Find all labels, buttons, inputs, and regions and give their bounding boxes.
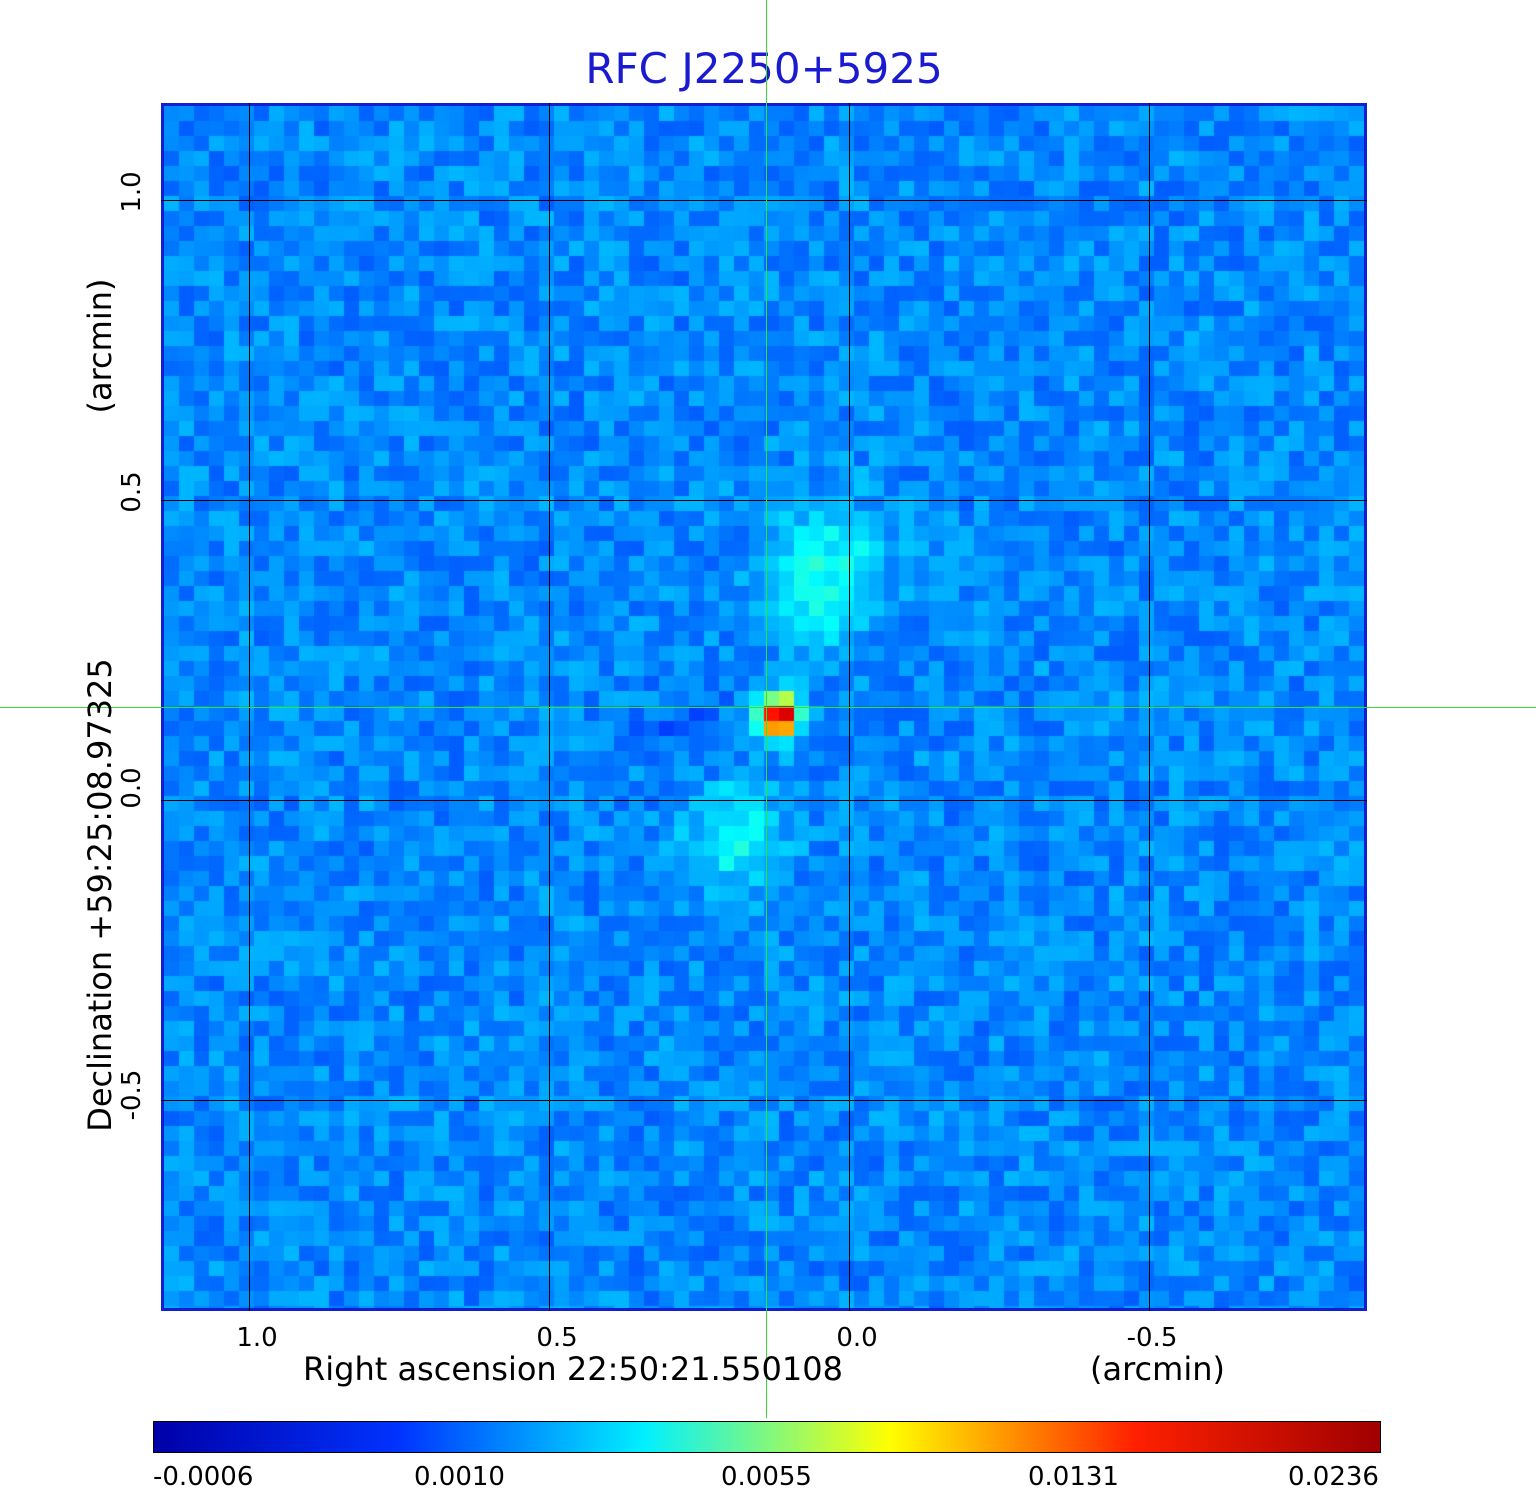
grid-line-dec-0.0 [161,800,1367,801]
colorbar-tick-label: 0.0010 [414,1462,505,1492]
x-tick-label: 0.5 [536,1323,578,1353]
x-tick-label: 1.0 [236,1323,278,1353]
image-title: RFC J2250+5925 [585,44,943,93]
y-tick-label: -0.5 [117,1069,147,1121]
x-tick-label: -0.5 [1126,1323,1178,1353]
y-tick-label: 0.0 [117,767,147,809]
colorbar-tick-label: -0.0006 [153,1462,254,1492]
crosshair-horizontal [0,707,1536,708]
y-tick-label: 1.0 [117,171,147,213]
y-axis-unit: (arcmin) [81,278,119,414]
colorbar-tick-label: 0.0131 [1028,1462,1119,1492]
colorbar-tick-label: 0.0055 [721,1462,812,1492]
x-axis-label: Right ascension 22:50:21.550108 [303,1350,843,1388]
y-axis-label: Declination +59:25:08.97325 [81,658,119,1132]
crosshair-vertical [766,0,767,1418]
y-tick-label: 0.5 [117,471,147,513]
colorbar-tick-label: 0.0236 [1288,1462,1379,1492]
colorbar [153,1421,1381,1453]
grid-line-dec-1.0 [161,200,1367,201]
x-tick-label: 0.0 [836,1323,878,1353]
grid-line-dec-0.5 [161,500,1367,501]
grid-line-dec-minus-0.5 [161,1100,1367,1101]
x-axis-unit: (arcmin) [1090,1350,1225,1388]
